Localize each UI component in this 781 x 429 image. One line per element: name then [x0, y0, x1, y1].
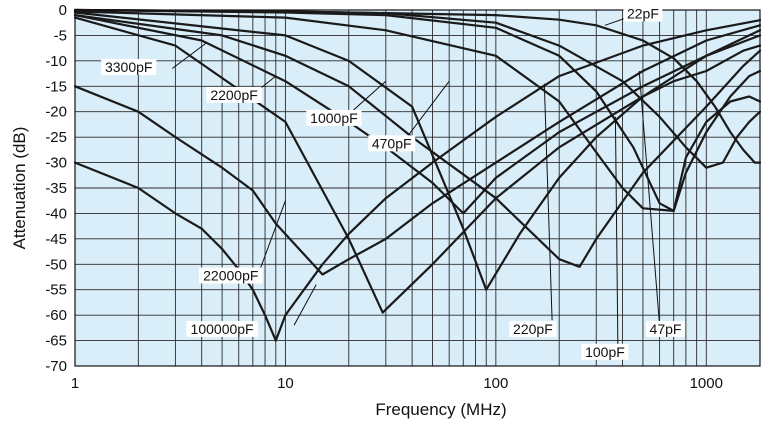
- label-background: [509, 320, 557, 337]
- leader-line-100pF: [614, 116, 619, 349]
- x-tick-label: 1: [71, 375, 79, 392]
- x-tick-label: 10: [277, 375, 294, 392]
- leader-line-100000pF: [293, 284, 317, 326]
- plot-border: [74, 9, 761, 367]
- label-background: [623, 5, 663, 22]
- label-background: [581, 343, 629, 360]
- curve-22pF: [73, 8, 762, 164]
- curve-label-3300pF: 3300pF: [105, 59, 152, 75]
- leader-line-3300pF: [171, 42, 207, 69]
- curve-47pF: [73, 8, 762, 169]
- y-tick-label: 0: [59, 2, 67, 19]
- y-tick-label: -5: [54, 27, 67, 44]
- label-background: [646, 320, 685, 337]
- y-axis-title: Attenuation (dB): [10, 127, 29, 250]
- curve-labels: 22pF 3300pF 2200pF 1000pF 470pF 22000pF 100000…: [101, 6, 685, 360]
- label-background: [368, 135, 416, 152]
- leader-line-47pF: [638, 70, 661, 326]
- label-background: [306, 109, 362, 126]
- label-background: [186, 320, 258, 337]
- curve-100000pF: [73, 19, 762, 342]
- y-tick-label: -40: [45, 205, 67, 222]
- x-tick-labels: 1 10 100 1000: [71, 375, 723, 392]
- curve-470pF: [73, 11, 762, 291]
- y-tick-label: -65: [45, 333, 67, 350]
- curve-220pF: [73, 10, 762, 212]
- curve-label-22000pF: 22000pF: [203, 268, 258, 284]
- label-background: [101, 59, 157, 76]
- x-axis-title: Frequency (MHz): [375, 400, 506, 419]
- curve-label-470pF: 470pF: [372, 135, 412, 151]
- y-tick-label: -30: [45, 155, 67, 172]
- leader-line-220pF: [543, 83, 553, 321]
- y-tick-label: -55: [45, 282, 67, 299]
- y-tick-label: -15: [45, 78, 67, 95]
- y-tick-label: -25: [45, 129, 67, 146]
- curve-label-22pF: 22pF: [627, 6, 659, 22]
- curve-100pF: [73, 8, 762, 212]
- y-tick-label: -70: [45, 358, 67, 375]
- curve-2200pF: [73, 14, 762, 215]
- y-tick-label: -50: [45, 256, 67, 273]
- curve-label-100pF: 100pF: [585, 344, 625, 360]
- curve-label-2200pF: 2200pF: [210, 87, 257, 103]
- leader-line-1000pF: [348, 80, 387, 115]
- curve-label-220pF: 220pF: [513, 321, 553, 337]
- label-background: [206, 87, 262, 103]
- y-tick-label: -60: [45, 307, 67, 324]
- curve-label-1000pF: 1000pF: [310, 110, 357, 126]
- curve-label-100000pF: 100000pF: [191, 321, 254, 337]
- y-tick-labels: 0 -5 -10 -15 -20 -25 -30 -35 -40 -45 -50 -55 -60 -65 -…: [45, 2, 67, 375]
- y-tick-label: -35: [45, 180, 67, 197]
- curves: [73, 8, 762, 342]
- x-tick-label: 1000: [690, 375, 723, 392]
- curve-22000pF: [73, 24, 762, 276]
- leader-line-22000pF: [258, 200, 286, 273]
- curve-1000pF: [73, 14, 762, 268]
- curve-label-47pF: 47pF: [650, 321, 682, 337]
- y-tick-label: -45: [45, 231, 67, 248]
- y-tick-label: -20: [45, 104, 67, 121]
- leader-line-470pF: [404, 80, 450, 141]
- plot-frame: [74, 9, 761, 367]
- label-background: [199, 267, 263, 284]
- x-tick-label: 100: [483, 375, 508, 392]
- y-tick-label: -10: [45, 53, 67, 70]
